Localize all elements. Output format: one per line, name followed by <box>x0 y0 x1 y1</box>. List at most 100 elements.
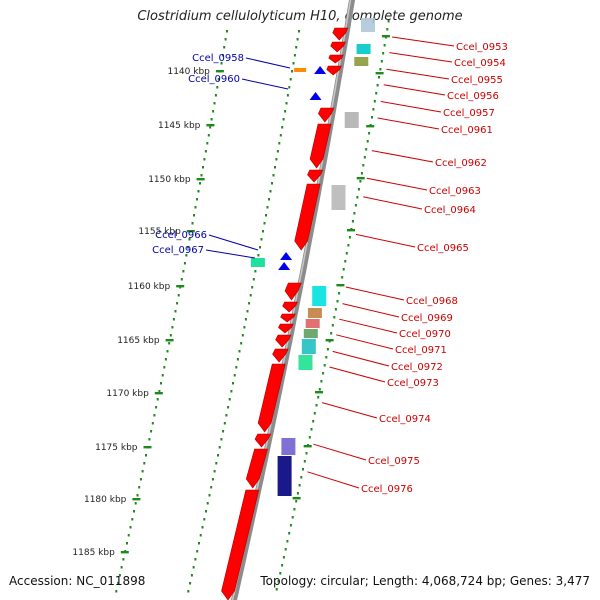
kbp-tick-label: 1165 kbp <box>117 336 160 346</box>
ruler-ticks: 1140 kbp 1145 kbp 1150 kbp 1155 kbp 1160 kbp… <box>72 20 390 593</box>
gene-label-right: Ccel_0974 <box>379 414 431 425</box>
label-leader-line <box>377 117 440 130</box>
gene-label-left: Ccel_0967 <box>152 245 204 256</box>
ruler-dot <box>122 558 125 561</box>
gene-label-right: Ccel_0973 <box>387 378 439 389</box>
feature-box <box>305 319 320 328</box>
ruler-dot <box>187 246 189 249</box>
gene-label-right: Ccel_0964 <box>424 205 476 216</box>
ruler-dot <box>217 78 220 81</box>
ruler-dot <box>289 78 292 81</box>
ruler-tick-mark <box>292 497 301 500</box>
ruler-dot <box>296 38 299 41</box>
ruler-dot <box>164 358 167 361</box>
forward-gene-block <box>257 363 286 433</box>
ruler-dot <box>129 526 132 529</box>
ruler-dot <box>331 324 334 327</box>
label-leader-line <box>208 234 259 251</box>
gene-label-right: Ccel_0965 <box>417 243 469 254</box>
forward-gene-block <box>254 433 272 448</box>
ruler-dot <box>138 486 141 489</box>
ruler-dot <box>357 188 360 191</box>
ruler-dot <box>318 388 321 391</box>
ruler-dot <box>288 532 291 535</box>
ruler-dot <box>376 84 379 87</box>
ruler-dot <box>276 150 279 153</box>
ruler-dot <box>286 540 289 543</box>
label-leader-line <box>342 303 400 318</box>
forward-gene-block <box>280 313 296 323</box>
ruler-dot <box>213 470 216 473</box>
ruler-dot <box>284 548 287 551</box>
ruler-dot <box>251 286 254 289</box>
ruler-dot <box>199 182 201 185</box>
ruler-dot <box>295 500 298 503</box>
label-leader-line <box>329 366 386 383</box>
kbp-tick-mark <box>120 551 129 554</box>
ruler-dot <box>272 174 275 177</box>
ruler-dot <box>326 348 329 351</box>
ruler-dot <box>139 478 142 481</box>
ruler-dot <box>227 406 230 409</box>
gene-label-right: Ccel_0957 <box>443 108 495 119</box>
label-leader-line <box>241 78 289 90</box>
ruler-dot <box>313 412 316 415</box>
ruler-dot <box>233 374 236 377</box>
ruler-dot <box>342 268 345 271</box>
ruler-dot <box>275 588 278 591</box>
ruler-dot <box>221 54 224 57</box>
ruler-dot <box>289 524 292 527</box>
ruler-dot <box>263 222 266 225</box>
label-leader-line <box>313 443 367 461</box>
label-leader-line <box>371 150 434 163</box>
label-leader-line <box>339 318 398 334</box>
ruler-dot <box>257 254 260 257</box>
ruler-dot <box>359 180 362 183</box>
ruler-dot <box>191 222 194 225</box>
ruler-dot <box>196 550 199 553</box>
ruler-dot <box>279 572 282 575</box>
ruler-dot <box>131 518 134 521</box>
ruler-dot <box>322 372 325 375</box>
ruler-dot <box>163 366 166 369</box>
ruler-dot <box>344 260 347 263</box>
ruler-dot <box>223 422 226 425</box>
label-leader-line <box>389 52 453 63</box>
ruler-dot <box>249 294 252 297</box>
ruler-dot <box>168 342 171 345</box>
reverse-gene-arrow <box>280 252 293 260</box>
forward-gene-block <box>307 169 324 183</box>
kbp-tick-mark <box>132 498 141 501</box>
ruler-dot <box>205 510 207 513</box>
ruler-tick-mark <box>325 339 334 342</box>
gene-label-right: Ccel_0971 <box>395 345 447 356</box>
ruler-dot <box>223 46 226 49</box>
ruler-dot <box>365 148 368 151</box>
ruler-dot <box>300 476 303 479</box>
label-leader-line <box>245 57 291 69</box>
ruler-dot <box>244 318 247 321</box>
gene-label-left: Ccel_0960 <box>188 74 240 85</box>
ruler-dot <box>366 140 369 143</box>
feature-box <box>250 258 265 267</box>
label-leader-line <box>332 350 390 367</box>
ruler-dot <box>286 94 289 97</box>
reverse-gene-arrow <box>309 92 322 100</box>
ruler-dot <box>207 134 210 137</box>
gene-label-left: Ccel_0958 <box>192 53 244 64</box>
forward-gene-block <box>284 282 302 301</box>
ruler-dot <box>232 382 234 385</box>
feature-box <box>294 68 307 72</box>
feature-box <box>354 57 369 66</box>
ruler-dot <box>285 102 288 105</box>
ruler-dot <box>260 238 263 241</box>
kbp-tick-label: 1185 kbp <box>72 548 115 558</box>
ruler-dot <box>228 398 231 401</box>
ruler-dot <box>278 142 281 145</box>
ruler-dot <box>133 510 135 513</box>
ruler-dot <box>325 356 328 359</box>
ruler-dot <box>193 214 195 217</box>
ruler-dot <box>213 102 216 105</box>
ruler-dot <box>333 316 336 319</box>
